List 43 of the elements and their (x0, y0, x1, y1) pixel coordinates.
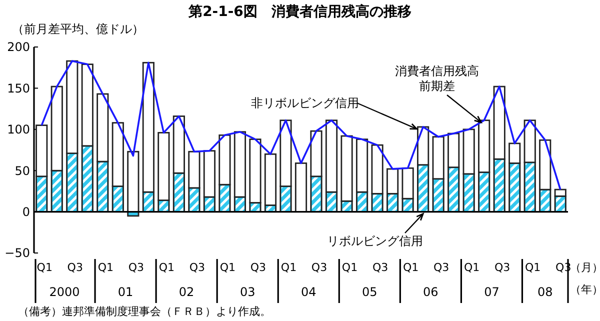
text: （月） (570, 261, 600, 274)
x-tick-label: Q3 (67, 261, 83, 274)
x-tick-label: Q1 (36, 261, 52, 274)
y-tick-label: 100 (7, 122, 30, 137)
chart-title: 第2-1-6図 消費者信用残高の推移 (188, 3, 412, 20)
text: （年） (570, 283, 600, 296)
text: 08 (537, 285, 553, 299)
x-tick-label: Q3 (250, 261, 266, 274)
y-tick-label: 50 (14, 164, 30, 178)
x-tick-label: Q3 (372, 261, 388, 274)
text: （備考）連邦準備制度理事会（ＦＲＢ）より作成。 (18, 305, 271, 318)
y-tick-label: −50 (4, 246, 30, 260)
x-tick-label: Q1 (342, 261, 358, 274)
line-series (40, 60, 562, 190)
x-tick-label: Q1 (280, 261, 297, 274)
text: 05 (362, 285, 378, 299)
x-tick-label: Q1 (464, 261, 480, 274)
bar (127, 150, 140, 212)
x-tick-label: Q3 (311, 261, 328, 274)
x-tick-label: Q1 (158, 261, 175, 274)
series-label: 非リボルビング信用 (251, 96, 359, 110)
y-tick-label: 200 (7, 40, 30, 54)
x-tick-label: Q3 (189, 261, 206, 274)
y-tick-label: 150 (7, 81, 30, 96)
text: 03 (240, 285, 256, 299)
y-tick-label: 0 (22, 205, 30, 219)
text: 06 (423, 285, 438, 299)
series-label: 消費者信用残高前期差 (395, 64, 479, 93)
x-tick-label: Q1 (525, 261, 541, 274)
x-tick-label: Q3 (433, 261, 450, 274)
text: 07 (484, 285, 500, 299)
text: 04 (300, 285, 316, 299)
x-tick-label: Q1 (402, 261, 419, 274)
text: 2000 (49, 285, 80, 299)
bar (294, 162, 308, 212)
series-label: リボルビング信用 (327, 234, 423, 248)
y-axis-title: （前月差平均、億ドル） (12, 22, 144, 36)
x-tick-label: Q1 (98, 261, 114, 274)
text: 01 (118, 285, 134, 299)
text: 02 (178, 285, 194, 299)
x-tick-label: Q3 (494, 261, 510, 274)
x-tick-label: Q1 (220, 261, 236, 274)
x-tick-label: Q3 (128, 261, 144, 274)
